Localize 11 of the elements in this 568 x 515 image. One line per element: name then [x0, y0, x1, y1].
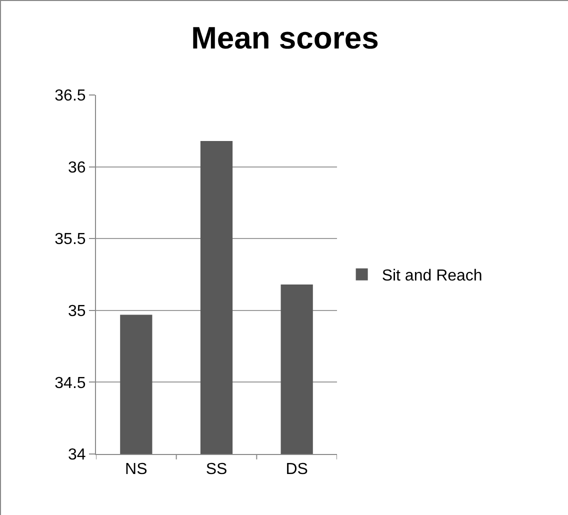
y-tick-label: 35.5: [54, 231, 86, 248]
x-tick-label: NS: [125, 461, 148, 478]
x-tick-label: DS: [286, 461, 308, 478]
y-tick-label: 36.5: [54, 88, 86, 105]
y-tick-label: 34: [68, 446, 86, 464]
legend-label: Sit and Reach: [382, 268, 482, 285]
chart-title: Mean scores: [191, 20, 379, 56]
y-tick-label: 36: [68, 159, 86, 176]
x-tick-label: SS: [206, 461, 228, 478]
y-tick-label: 35: [68, 303, 86, 320]
y-tick-label: 34.5: [54, 374, 86, 392]
